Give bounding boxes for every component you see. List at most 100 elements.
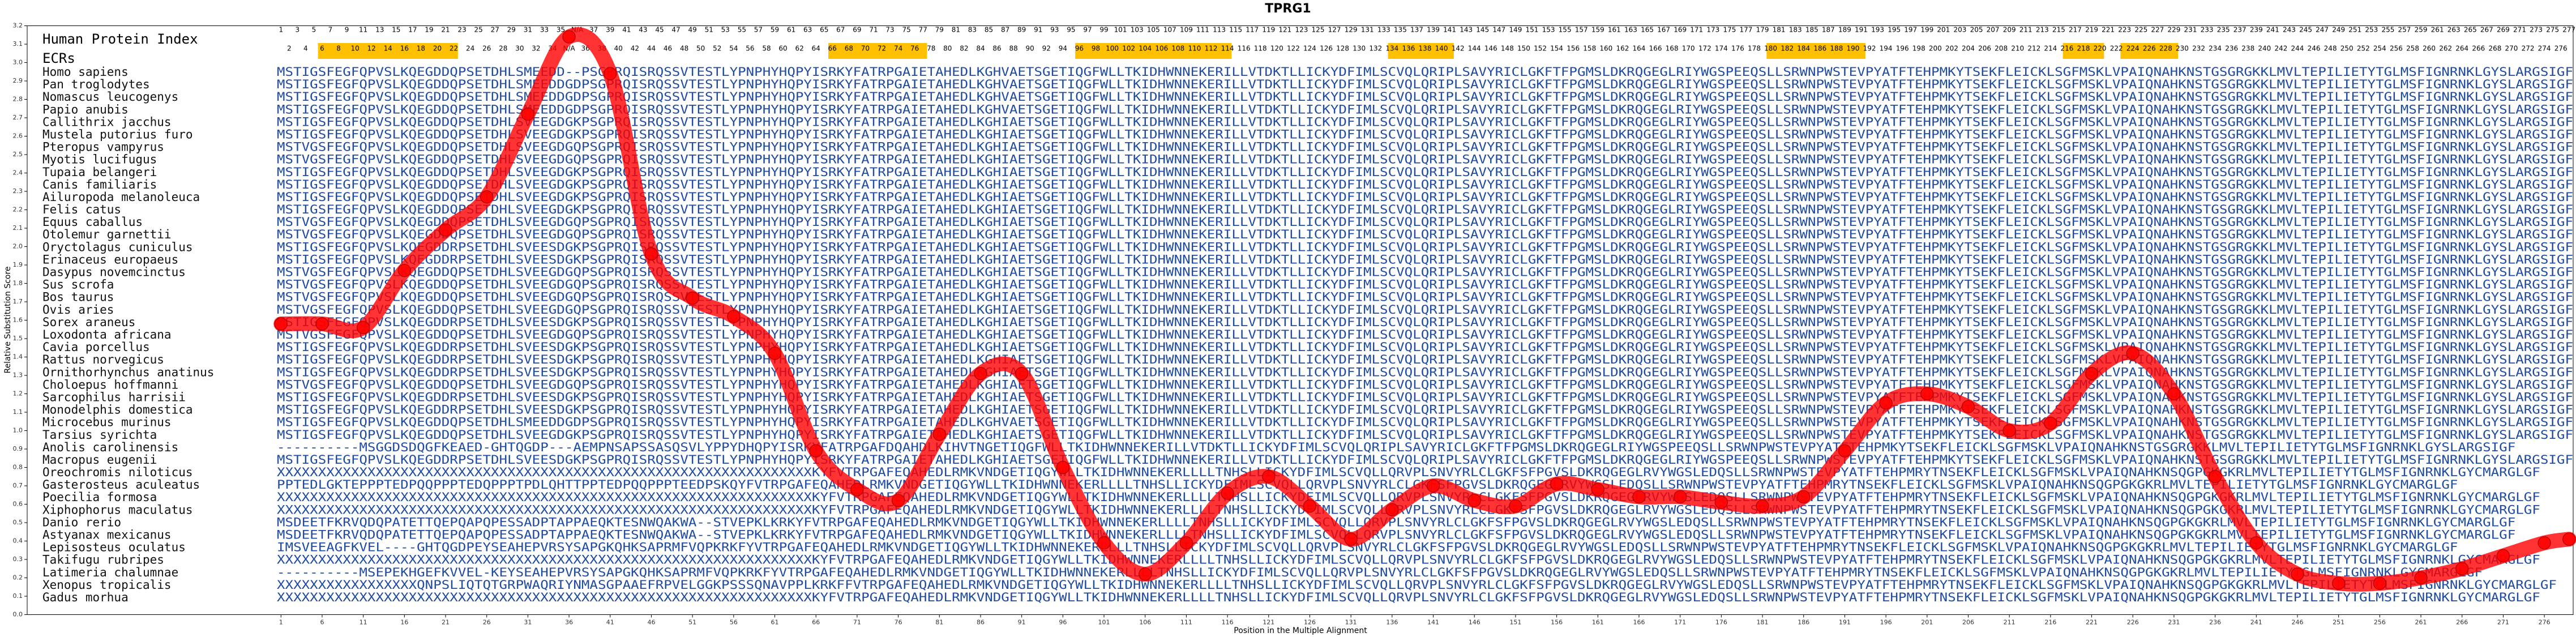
x-tick-label: 26 (483, 619, 491, 626)
ecr-bar (318, 43, 458, 59)
protein-index: 249 (2332, 26, 2345, 34)
protein-index: 217 (2069, 26, 2082, 34)
protein-index: 121 (1278, 26, 1291, 34)
y-tick-label: 0.3 (13, 555, 23, 563)
protein-index: 223 (2118, 26, 2131, 34)
score-point (727, 310, 741, 323)
x-tick-label: 186 (1798, 619, 1809, 626)
y-tick-label: 1.0 (13, 427, 23, 434)
protein-index: 49 (688, 26, 697, 34)
y-tick-label: 0.2 (13, 574, 23, 582)
protein-index: 193 (1871, 26, 1884, 34)
species-name: Callithrix jacchus (42, 115, 172, 129)
protein-index: 96 (1075, 45, 1084, 53)
protein-index: 131 (1361, 26, 1374, 34)
score-point (1097, 536, 1111, 550)
protein-index: 137 (1410, 26, 1423, 34)
y-tick-label: 0.0 (13, 611, 23, 618)
protein-index: 86 (992, 45, 1001, 53)
protein-index: 141 (1443, 26, 1456, 34)
y-tick-label: 2.9 (13, 77, 23, 84)
score-point (397, 264, 412, 277)
protein-index: 215 (2052, 26, 2065, 34)
protein-index: 116 (1238, 45, 1251, 53)
sequence: MSTIGSFEGFQPVSLKQEGDDQPSETDHLSVEEGDGKPSG… (277, 178, 2573, 191)
protein-index: 200 (1929, 45, 1942, 53)
sequence: MSDEETFKRVQDQPATETTQEPQAPQPESSADPTAPPAEQ… (277, 515, 2515, 529)
protein-index: 14 (384, 45, 392, 53)
protein-index: 270 (2505, 45, 2518, 53)
protein-index: 241 (2266, 26, 2279, 34)
x-tick-label: 126 (1304, 619, 1316, 626)
x-tick-label: 251 (2333, 619, 2344, 626)
protein-index: 172 (1698, 45, 1711, 53)
y-tick-label: 3.0 (13, 59, 23, 66)
protein-index: 189 (1838, 26, 1851, 34)
protein-index: 93 (1050, 26, 1059, 34)
protein-index: 32 (532, 45, 540, 53)
y-tick-label: 1.6 (13, 317, 23, 324)
x-tick-label: 71 (853, 619, 861, 626)
sequence: XXXXXXXXXXXXXXXXXXXXXXXXXXXXXXXXXXXXXXXX… (277, 553, 2540, 567)
score-point (1426, 479, 1440, 493)
score-point (809, 444, 823, 458)
protein-index: 101 (1114, 26, 1127, 34)
species-name: Sorex araneus (42, 315, 135, 329)
score-point (356, 320, 370, 335)
species-name: Felis catus (42, 203, 121, 216)
species-name: Macropus eugenii (42, 453, 157, 467)
protein-index: 72 (878, 45, 886, 53)
x-tick-label: 156 (1551, 619, 1563, 626)
score-point (2414, 571, 2428, 585)
protein-index: 222 (2110, 45, 2123, 53)
protein-index: 1 (279, 26, 283, 34)
x-tick-label: 136 (1386, 619, 1398, 626)
sequence: PPTEDLGKTEPPPTEDPQQPPPTEDQPPPTPDLQHTTPPT… (277, 478, 2458, 491)
x-tick-label: 61 (771, 619, 779, 626)
protein-index: 203 (1953, 26, 1966, 34)
score-point (274, 317, 288, 331)
protein-index: 148 (1501, 45, 1514, 53)
protein-index: 119 (1262, 26, 1275, 34)
x-tick-label: 1 (279, 619, 283, 626)
x-tick-label: 36 (565, 619, 573, 626)
protein-index: 3 (296, 26, 300, 34)
score-point (644, 247, 658, 261)
protein-index: 12 (367, 45, 376, 53)
protein-index: 100 (1106, 45, 1119, 53)
y-tick-label: 1.4 (13, 353, 23, 361)
protein-index: 95 (1067, 26, 1075, 34)
x-tick-label: 201 (1921, 619, 1933, 626)
protein-index: 16 (400, 45, 409, 53)
protein-index: 143 (1460, 26, 1473, 34)
score-point (1961, 400, 1975, 413)
protein-index: 48 (680, 45, 688, 53)
protein-index: 169 (1674, 26, 1687, 34)
y-tick-label: 1.9 (13, 261, 23, 268)
x-tick-label: 131 (1345, 619, 1357, 626)
line-layer (273, 27, 2576, 592)
protein-index: 150 (1517, 45, 1530, 53)
protein-index: 22 (450, 45, 458, 53)
ecr-layer (318, 43, 2179, 59)
score-point (604, 67, 617, 80)
y-tick-label: 3.2 (13, 22, 23, 29)
protein-index: 242 (2274, 45, 2287, 53)
protein-index: 195 (1888, 26, 1901, 34)
x-tick-label: 21 (442, 619, 450, 626)
score-point (1714, 495, 1728, 509)
species-name: Lepisosteus oculatus (42, 541, 186, 554)
protein-index: 147 (1492, 26, 1505, 34)
x-tick-label: 51 (688, 619, 696, 626)
protein-index: 240 (2258, 45, 2271, 53)
protein-index: 118 (1254, 45, 1267, 53)
score-point (2496, 549, 2510, 563)
ecr-bar (1388, 43, 1454, 59)
protein-index: 77 (919, 26, 927, 34)
protein-index: 173 (1706, 26, 1719, 34)
sequence: MSTVGSFEGFQPVSLKQEGDDQPSETDHLSVEEGDGQPSG… (277, 140, 2573, 154)
protein-index: 80 (943, 45, 952, 53)
ecr-bar (2062, 43, 2104, 59)
protein-index: 157 (1575, 26, 1588, 34)
protein-index: 140 (1435, 45, 1448, 53)
